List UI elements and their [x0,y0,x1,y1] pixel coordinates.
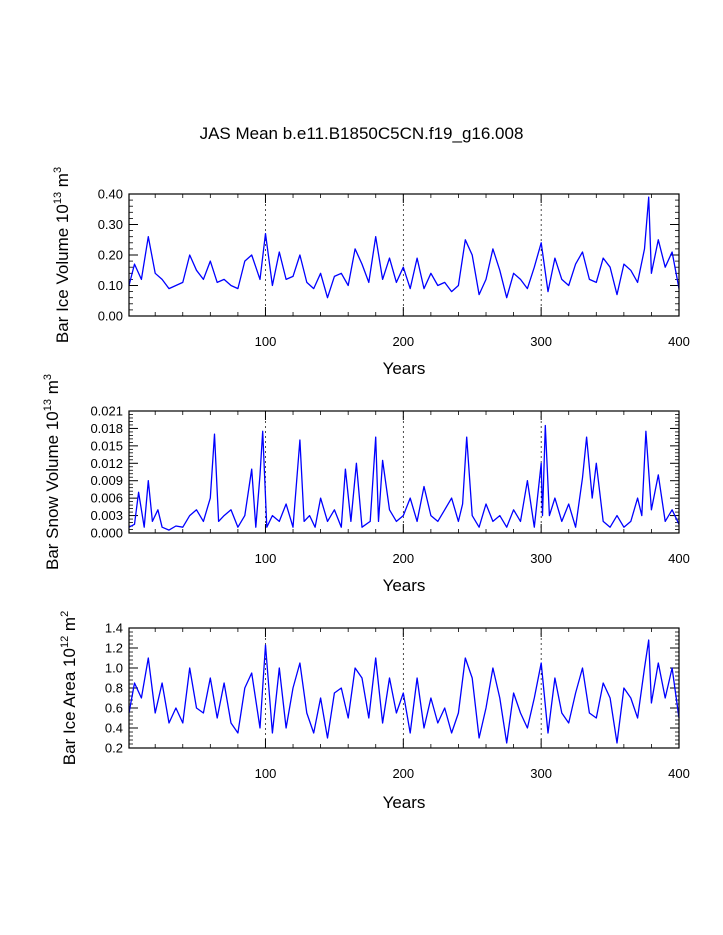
y-axis-title: Bar Snow Volume 1013 m3 [42,374,62,570]
y-axis-title: Bar Ice Area 1012 m2 [59,611,79,765]
y-tick-label: 0.018 [90,421,123,436]
y-tick-label: 0.00 [98,309,123,324]
series-line-3 [128,639,680,744]
y-tick-label: 0.009 [90,473,123,488]
y-tick-label: 0.006 [90,491,123,506]
series-line-2 [128,424,680,531]
y-tick-label: 1.4 [105,621,123,636]
y-tick-label: 0.003 [90,508,123,523]
y-tick-label: 0.015 [90,438,123,453]
y-tick-label: 0.30 [98,217,123,232]
y-tick-label: 0.2 [105,741,123,756]
y-tick-label: 0.000 [90,526,123,541]
x-axis-title: Years [383,576,426,595]
y-axis-title: Bar Ice Volume 1013 m3 [52,167,72,343]
x-tick-label: 300 [530,334,552,349]
x-tick-label: 200 [392,766,414,781]
y-tick-label: 0.10 [98,278,123,293]
y-tick-label: 0.20 [98,248,123,263]
x-tick-label: 200 [392,551,414,566]
x-tick-label: 400 [668,551,690,566]
plot-frame [128,627,680,749]
panel-3: 100 200 300 400 0.2 0.4 0.6 0.8 1.0 1.2 1.4 Years Ba… [59,611,690,812]
y-tick-label: 1.2 [105,641,123,656]
x-tick-label: 100 [255,551,277,566]
y-tick-label: 1.0 [105,661,123,676]
x-tick-label: 100 [255,766,277,781]
plot-frame [128,410,680,534]
x-tick-label: 400 [668,334,690,349]
x-tick-label: 300 [530,766,552,781]
y-tick-label: 0.021 [90,404,123,419]
x-axis-title: Years [383,793,426,812]
x-tick-label: 300 [530,551,552,566]
y-tick-label: 0.4 [105,721,123,736]
x-tick-label: 200 [392,334,414,349]
panel-2: 100 200 300 400 0.000 0.003 0.006 0.009 0.012 0.0… [42,374,690,595]
series-line-1 [128,196,680,299]
y-tick-label: 0.40 [98,187,123,202]
panel-1: 100 200 300 400 0.00 0.10 0.20 0.30 0.40 Years Bar… [52,167,690,378]
chart-title: JAS Mean b.e11.B1850C5CN.f19_g16.008 [199,124,524,143]
y-tick-label: 0.012 [90,456,123,471]
y-tick-label: 0.8 [105,681,123,696]
plot-frame [128,193,680,317]
y-tick-label: 0.6 [105,701,123,716]
x-tick-label: 100 [255,334,277,349]
x-tick-label: 400 [668,766,690,781]
x-axis-title: Years [383,359,426,378]
